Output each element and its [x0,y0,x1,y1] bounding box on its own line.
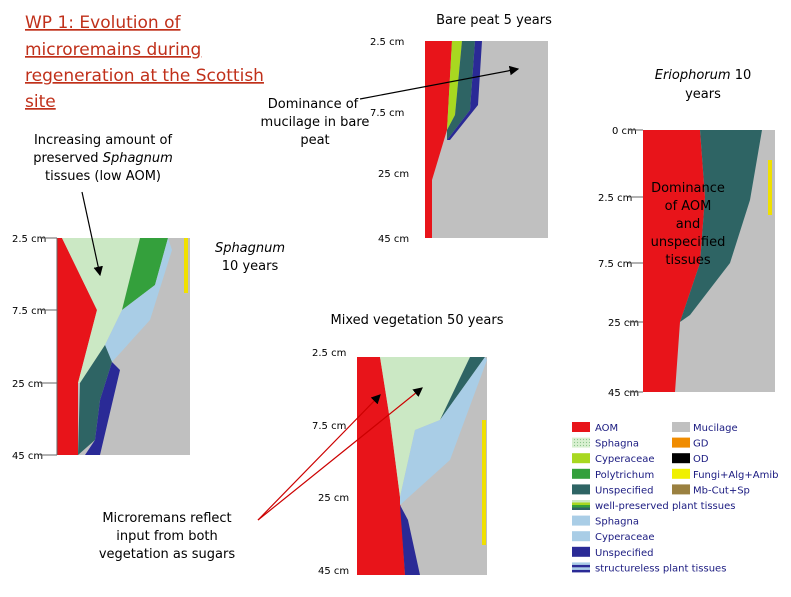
note-aom: Dominance of AOM and unspecified tissues [651,181,726,268]
legend-swatch [572,567,590,570]
bare-peat-panel [425,41,548,238]
note-line: unspecified [651,235,726,250]
legend-label: structureless plant tissues [595,563,726,574]
legend-swatch [572,468,590,479]
legend-label: Mb-Cut+Sp [693,485,750,496]
panel-label: Eriophorum 10 [655,68,752,83]
legend-swatch [572,505,590,508]
depth-label: 2.5 cm [12,234,46,245]
legend-label: Unspecified [595,485,653,496]
note-line: tissues (low AOM) [45,169,161,184]
legend-swatch [672,453,690,464]
legend-label: Fungi+Alg+Amib [693,470,778,481]
panel-label: Mixed vegetation 50 years [331,313,504,328]
legend-label: Cyperaceae [595,454,655,465]
panel-label: Sphagnum [215,241,285,256]
arrow [359,65,520,100]
legend-swatch [572,564,590,568]
arrow [257,394,381,521]
legend-swatch [572,453,590,464]
note-word: preserved [33,151,98,166]
legend-label: Sphagna [595,517,639,528]
note-line: peat [300,133,329,148]
note-line: Increasing amount of [34,133,172,148]
label-word: Eriophorum [655,68,731,83]
depth-label: 7.5 cm [12,306,46,317]
legend-swatch [672,468,690,479]
depth-label: 7.5 cm [370,108,404,119]
depth-label: 25 cm [378,169,409,180]
panel-label: Bare peat 5 years [436,13,552,28]
depth-label: 25 cm [608,318,639,329]
legend-swatch [672,484,690,495]
note-line: Dominance of [268,97,359,112]
depth-label: 0 cm [612,126,637,137]
title-line: microremains during [25,40,201,60]
note-line: preserved Sphagnum [33,151,173,166]
note-sugars: Microremans reflect input from both vege… [99,511,235,562]
panel-label: years [685,87,721,102]
depth-label: 2.5 cm [370,37,404,48]
note-line: input from both [116,529,218,544]
title-line: site [25,92,56,112]
depth-label: 45 cm [378,234,409,245]
note-line: vegetation as sugars [99,547,235,562]
depth-label: 25 cm [318,493,349,504]
depth-label: 7.5 cm [598,259,632,270]
depth-label: 2.5 cm [312,348,346,359]
legend-swatch [572,569,590,573]
legend-label: OD [693,454,709,465]
note-word: Sphagnum [103,151,173,166]
arrow [81,191,103,277]
depth-label: 7.5 cm [312,421,346,432]
label-word: 10 [735,68,752,83]
panel-label: 10 years [222,259,279,274]
depth-label: 25 cm [12,379,43,390]
legend-swatch [572,507,590,510]
title-line: regeneration at the Scottish [25,66,264,86]
depth-label: 2.5 cm [598,193,632,204]
legend-swatch [572,422,590,432]
note-mucilage: Dominance of mucilage in bare peat [261,97,370,148]
legend-swatch [572,531,590,542]
legend: AOM Sphagna Cyperaceae Polytrichum Unspecifi… [572,422,778,574]
note-line: Microremans reflect [102,511,231,526]
legend-label: AOM [595,423,618,434]
legend-swatch [572,515,590,526]
legend-swatch [672,422,690,432]
legend-swatch [572,484,590,495]
mixed-panel [357,357,487,575]
legend-label: Unspecified [595,548,653,559]
note-sphagnum: Increasing amount of preserved Sphagnum … [33,133,173,184]
note-line: of AOM [665,199,712,214]
legend-swatch [572,546,590,557]
depth-label: 45 cm [12,451,43,462]
legend-swatch [572,562,590,565]
note-line: and [676,217,700,232]
arrow [257,387,423,521]
note-line: Dominance [651,181,725,196]
legend-swatch [572,437,590,448]
legend-label: GD [693,439,709,450]
sphagnum-panel [56,238,190,455]
eriophorum-panel [643,130,775,392]
legend-label: Polytrichum [595,470,654,481]
title-line: WP 1: Evolution of [25,13,181,33]
legend-label: well-preserved plant tissues [595,501,735,512]
note-line: mucilage in bare [261,115,370,130]
legend-label: Sphagna [595,439,639,450]
depth-labels: 2.5 cm 7.5 cm 25 cm 45 cm 2.5 cm 7.5 cm 25 cm 4… [12,37,643,577]
legend-swatch [572,502,590,505]
note-line: tissues [665,253,710,268]
legend-swatch [672,437,690,448]
legend-label: Cyperaceae [595,532,655,543]
legend-label: Mucilage [693,423,738,434]
depth-label: 45 cm [608,388,639,399]
depth-label: 45 cm [318,566,349,577]
legend-swatch [572,500,590,503]
